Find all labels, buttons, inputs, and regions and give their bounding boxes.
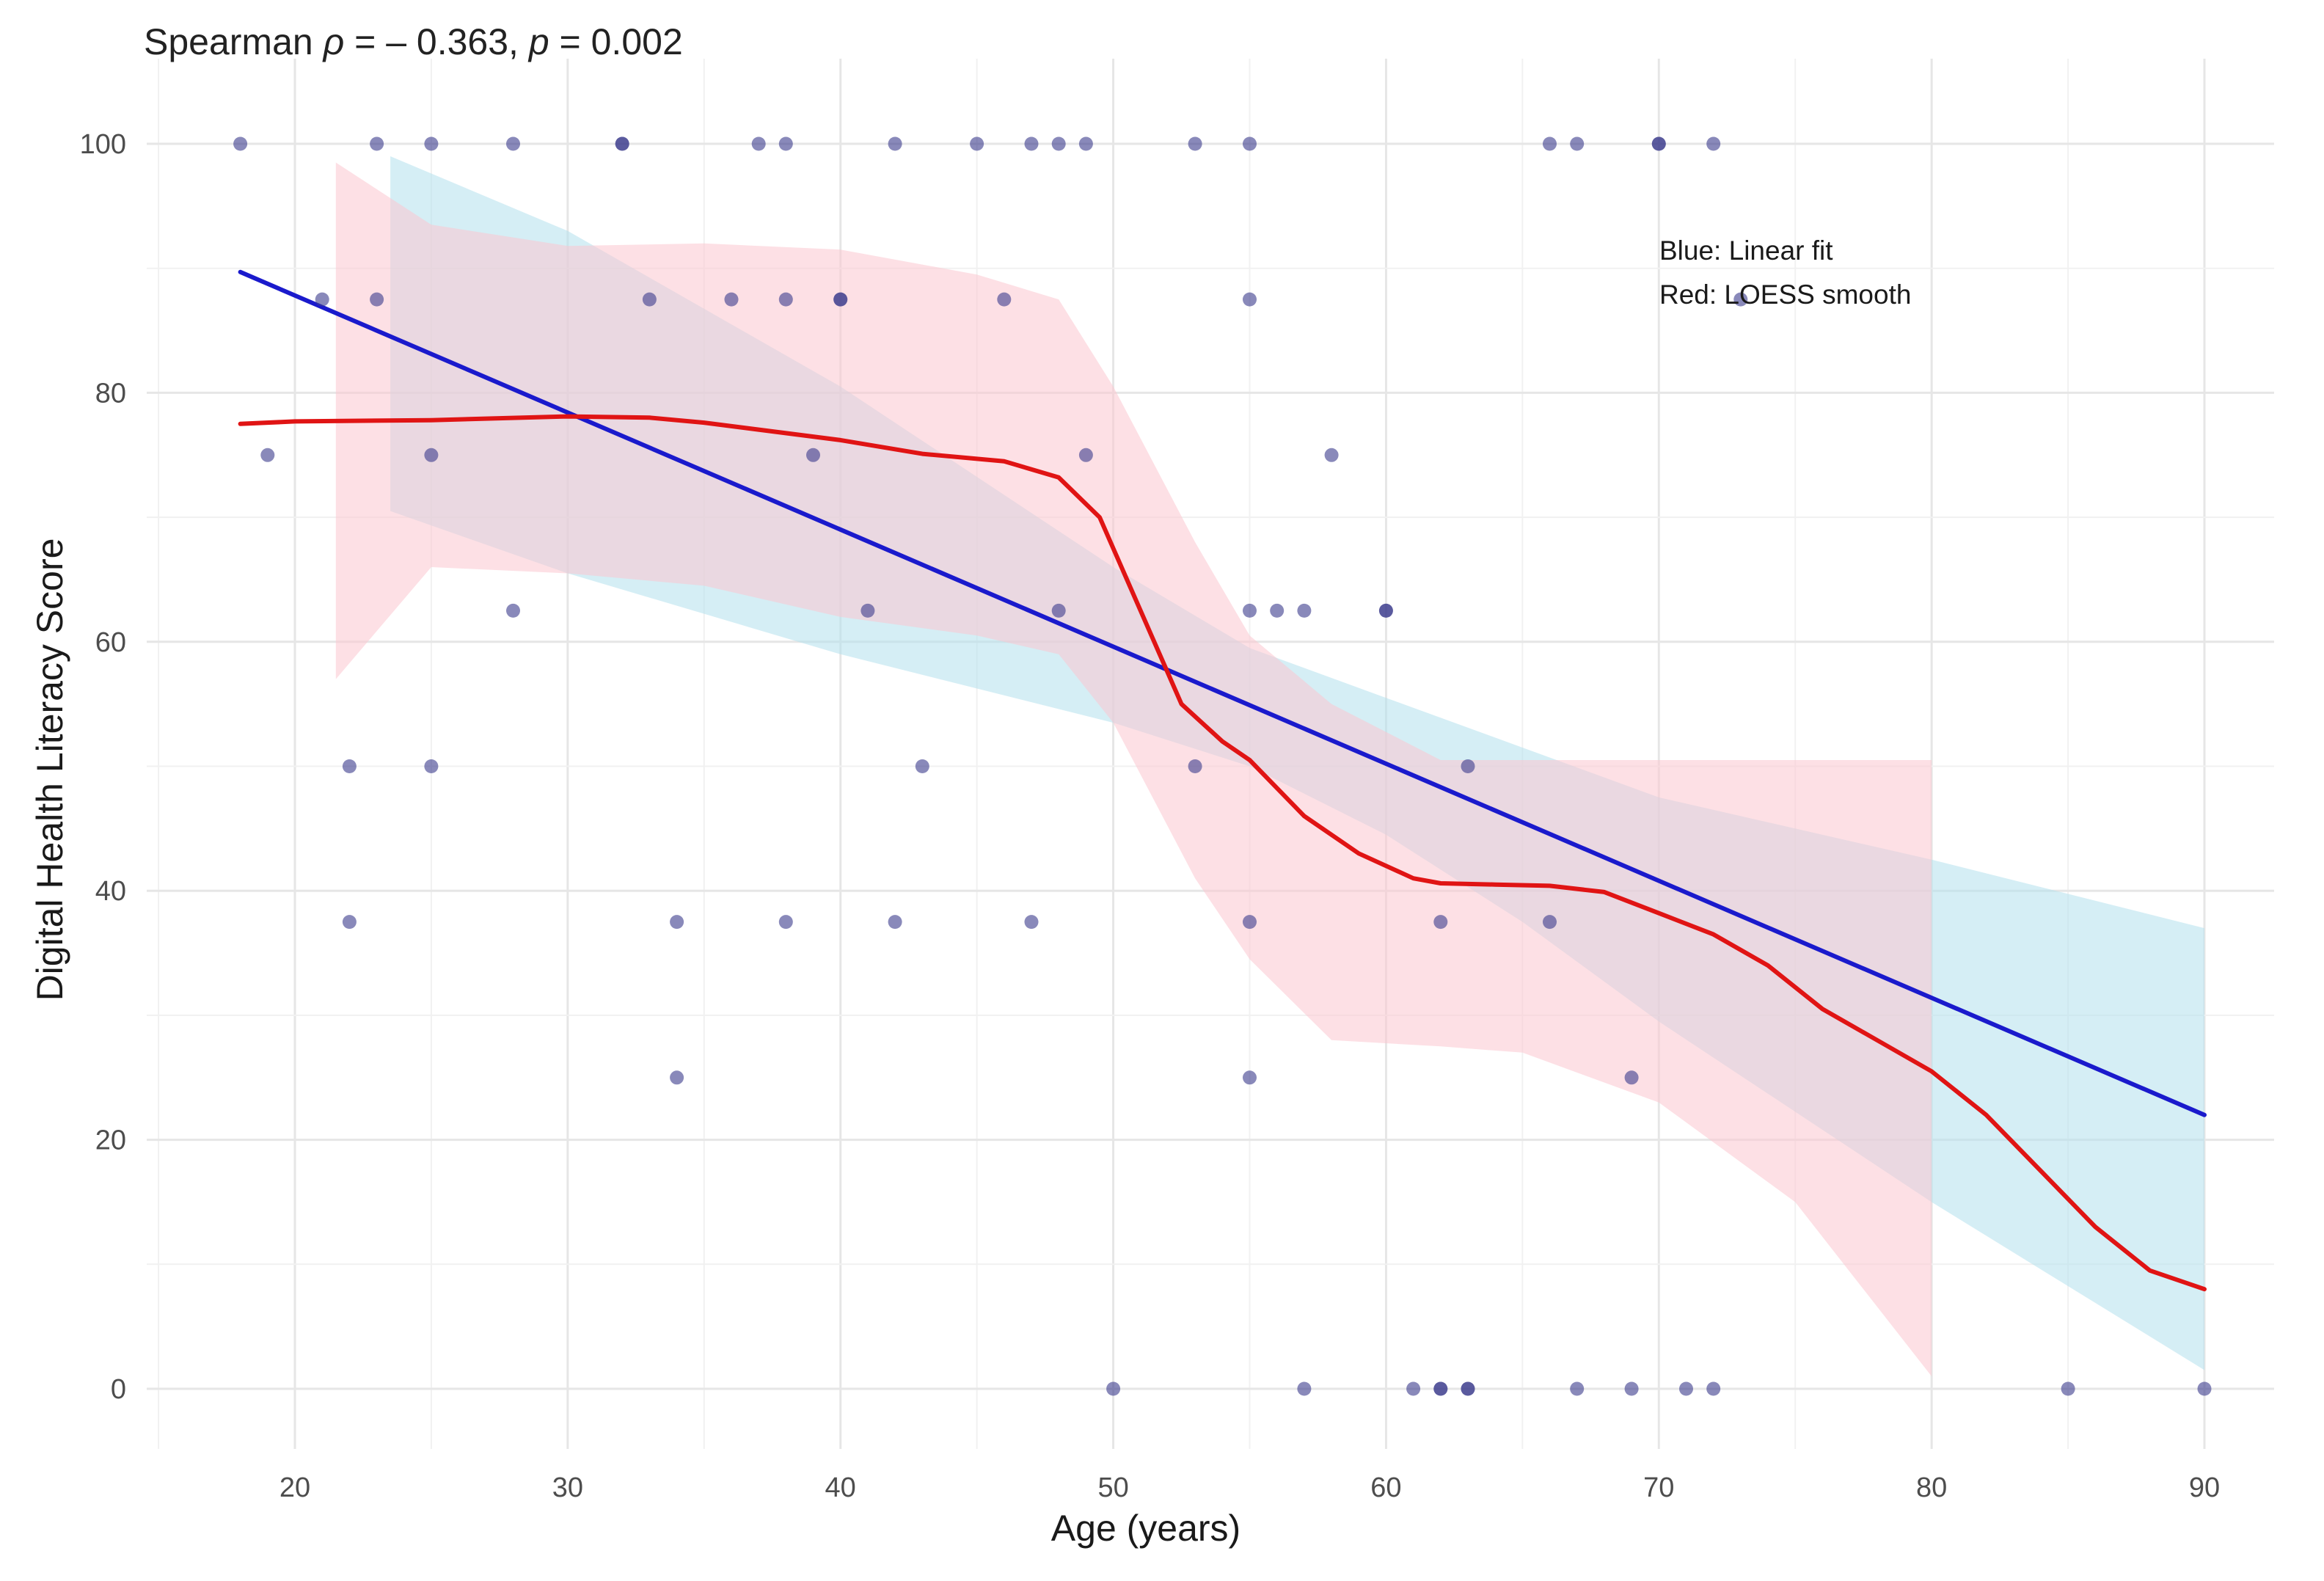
data-point — [1024, 136, 1039, 151]
data-point — [642, 292, 657, 307]
loess-confidence-band — [335, 162, 1932, 1376]
x-tick-label: 80 — [1916, 1472, 1947, 1503]
data-point — [888, 136, 902, 151]
data-point — [778, 915, 793, 930]
x-axis-title: Age (years) — [1051, 1508, 1240, 1549]
y-tick-label: 0 — [111, 1374, 126, 1405]
data-point — [888, 915, 902, 930]
data-point — [370, 292, 384, 307]
y-tick-label: 80 — [95, 378, 126, 409]
data-point — [1051, 136, 1066, 151]
data-point — [1543, 136, 1557, 151]
data-point — [1243, 915, 1257, 930]
data-point — [1078, 136, 1093, 151]
legend-annotation-loess: Red: LOESS smooth — [1659, 280, 1911, 310]
x-tick-label: 70 — [1643, 1472, 1674, 1503]
data-point — [778, 292, 793, 307]
data-point — [1106, 1381, 1121, 1396]
data-point — [860, 603, 875, 618]
data-point — [424, 136, 439, 151]
loess-line — [238, 414, 2207, 1292]
y-axis-title: Digital Health Literacy Score — [29, 538, 70, 1001]
data-point — [1324, 448, 1339, 462]
data-point — [1243, 1070, 1257, 1085]
data-point — [833, 292, 848, 307]
data-point — [1051, 603, 1066, 618]
linear-fit-line — [238, 269, 2207, 1117]
data-point — [342, 915, 357, 930]
fit-lines — [238, 269, 2207, 1292]
data-point — [342, 759, 357, 773]
data-point — [970, 136, 984, 151]
x-tick-label: 60 — [1370, 1472, 1401, 1503]
data-point — [260, 448, 275, 462]
x-tick-label: 40 — [825, 1472, 856, 1503]
data-point — [315, 292, 329, 307]
data-point — [1024, 915, 1039, 930]
legend-annotation-linear: Blue: Linear fit — [1659, 235, 1833, 266]
data-point — [1706, 1381, 1721, 1396]
data-point — [506, 603, 520, 618]
data-point — [1651, 136, 1666, 151]
data-point — [806, 448, 820, 462]
data-point — [1461, 759, 1475, 773]
data-point — [1461, 1381, 1475, 1396]
data-point — [1570, 136, 1585, 151]
data-point — [506, 136, 520, 151]
data-point — [778, 136, 793, 151]
y-tick-label: 100 — [80, 129, 126, 160]
data-point — [1297, 603, 1312, 618]
data-point — [424, 759, 439, 773]
data-point — [670, 1070, 684, 1085]
data-point — [724, 292, 739, 307]
data-points — [233, 136, 2212, 1396]
data-point — [1188, 136, 1202, 151]
x-tick-label: 20 — [279, 1472, 310, 1503]
data-point — [2061, 1381, 2075, 1396]
data-point — [997, 292, 1012, 307]
data-point — [2197, 1381, 2212, 1396]
confidence-bands — [335, 156, 2204, 1376]
data-point — [1243, 603, 1257, 618]
data-point — [1078, 448, 1093, 462]
data-point — [1270, 603, 1285, 618]
data-point — [1570, 1381, 1585, 1396]
data-point — [1378, 603, 1393, 618]
data-point — [1243, 136, 1257, 151]
data-point — [424, 448, 439, 462]
chart-title: Spearman ρ = – 0.363, p = 0.002 — [144, 21, 683, 62]
y-tick-label: 40 — [95, 876, 126, 907]
data-point — [1243, 292, 1257, 307]
data-point — [751, 136, 766, 151]
data-point — [1624, 1070, 1639, 1085]
data-point — [233, 136, 248, 151]
data-point — [1433, 915, 1448, 930]
y-tick-label: 60 — [95, 627, 126, 658]
data-point — [1624, 1381, 1639, 1396]
data-point — [1297, 1381, 1312, 1396]
data-point — [1706, 136, 1721, 151]
data-point — [1433, 1381, 1448, 1396]
tick-labels: 20 30 40 50 60 70 80 90 0 20 40 60 80 100 — [80, 129, 2221, 1503]
x-tick-label: 90 — [2189, 1472, 2220, 1503]
data-point — [1543, 915, 1557, 930]
data-point — [1188, 759, 1202, 773]
y-tick-label: 20 — [95, 1125, 126, 1156]
data-point — [1733, 292, 1748, 307]
data-point — [1679, 1381, 1693, 1396]
data-point — [670, 915, 684, 930]
data-point — [1406, 1381, 1421, 1396]
x-tick-label: 30 — [552, 1472, 583, 1503]
x-tick-label: 50 — [1097, 1472, 1128, 1503]
data-point — [615, 136, 629, 151]
data-point — [915, 759, 929, 773]
data-point — [370, 136, 384, 151]
